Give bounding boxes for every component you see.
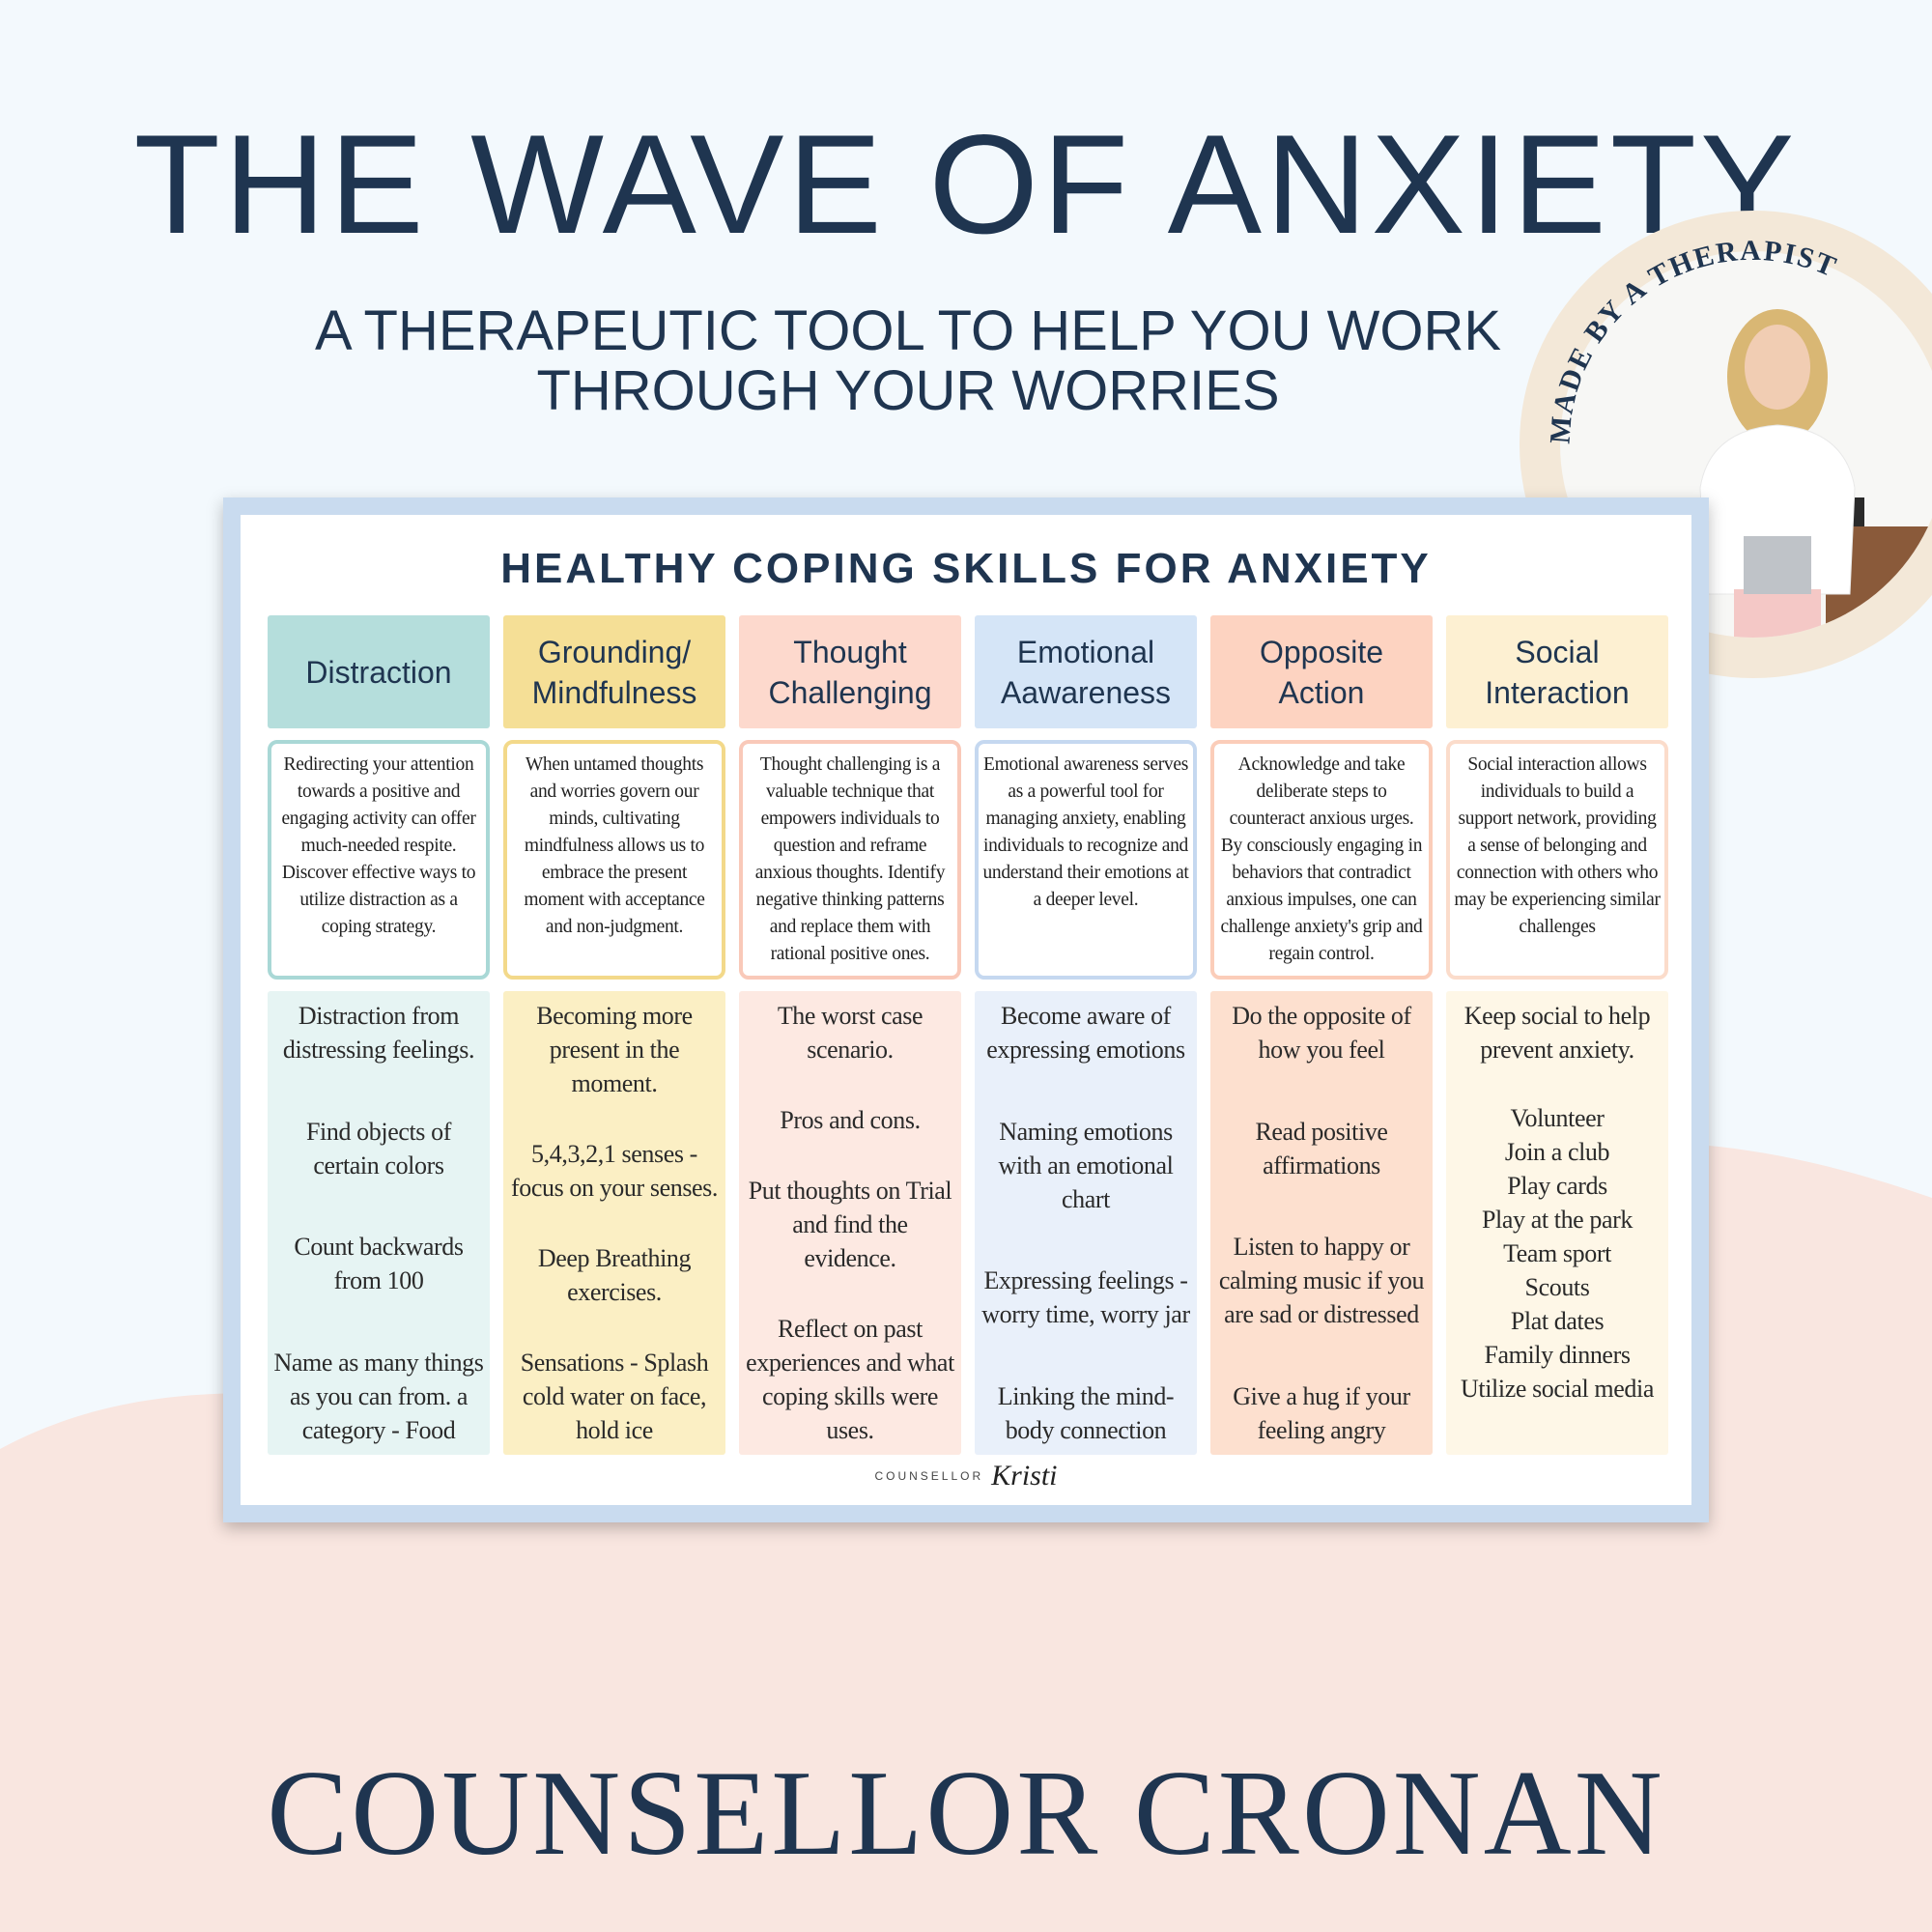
column-header: Distraction <box>268 615 490 728</box>
activity-item: Volunteer <box>1510 1104 1605 1132</box>
column-description: Emotional awareness serves as a powerful… <box>975 740 1197 980</box>
strategy-item: Reflect on past experiences and what cop… <box>746 1315 954 1444</box>
strategy-item: Naming emotions with an emotional chart <box>998 1117 1174 1213</box>
strategy-item: Keep social to help prevent anxiety. <box>1463 1002 1651 1064</box>
strategy-item: Deep Breathing exercises. <box>537 1244 692 1306</box>
strategy-item: The worst case scenario. <box>777 1002 923 1064</box>
skills-columns: Distraction Redirecting your attention to… <box>268 615 1668 1455</box>
brand-name: COUNSELLOR CRONAN <box>267 1747 1665 1881</box>
strategies-panel: Become aware of expressing emotions Namin… <box>975 991 1197 1455</box>
strategy-item: Distraction from distressing feelings. <box>282 1002 475 1064</box>
column-header: Thought Challenging <box>739 615 961 728</box>
activity-item: Scouts <box>1524 1273 1590 1301</box>
activity-item: Join a club <box>1504 1138 1610 1166</box>
subtitle: A THERAPEUTIC TOOL TO HELP YOU WORK THRO… <box>314 299 1502 422</box>
signature: COUNSELLOR Kristi <box>268 1455 1664 1497</box>
strategy-item: Becoming more present in the moment. <box>536 1002 693 1097</box>
strategy-item: 5,4,3,2,1 senses - focus on your senses. <box>510 1140 718 1202</box>
sheet-title: HEALTHY COPING SKILLS FOR ANXIETY <box>500 545 1432 592</box>
strategy-item: Read positive affirmations <box>1255 1117 1388 1179</box>
strategy-item: Linking the mind-body connection <box>997 1381 1175 1444</box>
strategy-item: Sensations - Splash cold water on face, … <box>520 1349 709 1444</box>
activity-item: Play at the park <box>1481 1206 1634 1234</box>
strategy-item: Do the opposite of how you feel <box>1232 1002 1411 1064</box>
column-description: Social interaction allows individuals to… <box>1446 740 1668 980</box>
strategy-item: Expressing feelings - worry time, worry … <box>981 1266 1190 1329</box>
column-header: Social Interaction <box>1446 615 1668 728</box>
column-description: Thought challenging is a valuable techni… <box>739 740 961 980</box>
strategies-panel: Becoming more present in the moment. 5,4,… <box>503 991 725 1455</box>
strategy-item: Put thoughts on Trial and find the evide… <box>748 1177 952 1272</box>
activity-list: Volunteer Join a club Play cards Play at th… <box>1451 1101 1663 1406</box>
strategy-item: Give a hug if your feeling angry <box>1233 1381 1410 1444</box>
strategy-item: Count backwards from 100 <box>294 1233 464 1295</box>
activity-item: Team sport <box>1503 1239 1611 1267</box>
strategies-panel: The worst case scenario. Pros and cons. Pu… <box>739 991 961 1455</box>
activity-item: Utilize social media <box>1461 1375 1654 1403</box>
activity-item: Family dinners <box>1484 1341 1631 1369</box>
strategy-item: Name as many things as you can from. a c… <box>273 1348 484 1444</box>
strategies-panel: Do the opposite of how you feel Read posi… <box>1210 991 1433 1455</box>
strategy-item: Listen to happy or calming music if you … <box>1218 1233 1425 1329</box>
coping-skills-sheet: HEALTHY COPING SKILLS FOR ANXIETY Distra… <box>223 497 1709 1522</box>
main-title: THE WAVE OF ANXIETY <box>133 105 1799 263</box>
activity-item: Play cards <box>1507 1172 1607 1200</box>
strategies-panel: Keep social to help prevent anxiety. Volu… <box>1446 991 1668 1455</box>
strategy-item: Become aware of expressing emotions <box>986 1002 1185 1064</box>
activity-item: Plat dates <box>1510 1307 1605 1335</box>
column-description: When untamed thoughts and worries govern… <box>503 740 725 980</box>
column-description: Redirecting your attention towards a pos… <box>268 740 490 980</box>
strategy-item: Pros and cons. <box>780 1106 921 1134</box>
strategies-panel: Distraction from distressing feelings. Fi… <box>268 991 490 1455</box>
signature-script: Kristi <box>991 1460 1058 1492</box>
column-header: Emotional Aawareness <box>975 615 1197 728</box>
signature-label: COUNSELLOR <box>874 1469 984 1483</box>
column-header: Opposite Action <box>1210 615 1433 728</box>
strategy-item: Find objects of certain colors <box>306 1117 451 1179</box>
column-header: Grounding/ Mindfulness <box>503 615 725 728</box>
column-description: Acknowledge and take deliberate steps to… <box>1210 740 1433 980</box>
